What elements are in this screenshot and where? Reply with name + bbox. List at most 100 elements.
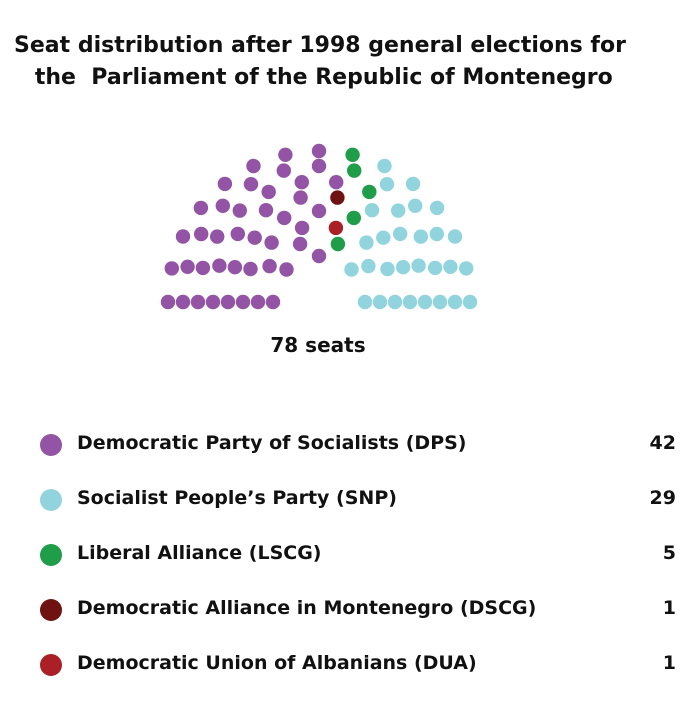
seat-dot bbox=[347, 163, 362, 178]
seat-dot bbox=[311, 158, 327, 174]
seat-dot bbox=[277, 210, 292, 226]
seat-dot bbox=[215, 198, 230, 213]
seat-dot bbox=[329, 175, 344, 190]
seat-dot bbox=[243, 177, 259, 192]
seat-dot bbox=[346, 210, 361, 226]
seat-dot bbox=[265, 294, 281, 310]
seat-dot bbox=[447, 294, 463, 310]
seat-dot bbox=[408, 198, 423, 213]
seat-dot bbox=[210, 229, 225, 244]
seat-dot bbox=[362, 184, 377, 200]
legend-label: Socialist People’s Party (SNP) bbox=[77, 487, 397, 509]
seat-dot bbox=[243, 261, 258, 277]
seat-dot bbox=[379, 177, 395, 192]
seat-dot bbox=[427, 260, 443, 276]
seat-dot bbox=[180, 259, 195, 274]
seat-dot bbox=[232, 203, 247, 218]
seat-dot bbox=[391, 203, 406, 218]
seat-dot bbox=[193, 200, 209, 216]
seat-dot bbox=[160, 294, 176, 310]
seat-dot bbox=[264, 235, 279, 250]
legend-seat-count: 42 bbox=[649, 432, 676, 454]
legend-color-swatch bbox=[40, 654, 62, 676]
seat-dot bbox=[376, 230, 391, 245]
seat-dot bbox=[330, 236, 346, 252]
seat-dot bbox=[276, 163, 291, 178]
seat-dot bbox=[432, 294, 448, 310]
seat-dot bbox=[344, 262, 359, 277]
seat-dot bbox=[164, 261, 179, 276]
chart-title-line-1: Seat distribution after 1998 general ele… bbox=[14, 33, 626, 58]
legend-label: Democratic Union of Albanians (DUA) bbox=[77, 652, 477, 674]
legend-item: Liberal Alliance (LSCG) 5 bbox=[40, 535, 676, 590]
seat-dot bbox=[387, 294, 403, 310]
seat-dot bbox=[294, 220, 310, 236]
legend-item: Democratic Union of Albanians (DUA) 1 bbox=[40, 645, 676, 700]
seat-dot bbox=[429, 226, 444, 242]
legend-color-swatch bbox=[40, 489, 62, 511]
seat-dot bbox=[330, 190, 345, 205]
legend-label: Liberal Alliance (LSCG) bbox=[77, 542, 322, 564]
seat-dot bbox=[364, 203, 380, 218]
seat-dot bbox=[411, 258, 426, 273]
seat-dot bbox=[361, 258, 376, 274]
chart-title-line-2: the Parliament of the Republic of Monten… bbox=[27, 65, 613, 90]
legend-label: Democratic Party of Socialists (DPS) bbox=[77, 432, 467, 454]
seat-dot bbox=[230, 226, 245, 242]
seat-dot bbox=[194, 226, 209, 242]
seat-dot bbox=[377, 158, 392, 174]
seat-dot bbox=[262, 258, 277, 274]
seat-dot bbox=[311, 143, 327, 159]
legend-seat-count: 1 bbox=[662, 597, 676, 619]
seat-dot bbox=[413, 229, 428, 244]
legend-item: Democratic Alliance in Montenegro (DSCG)… bbox=[40, 590, 676, 645]
seat-dot bbox=[279, 262, 294, 277]
seat-dot bbox=[175, 229, 191, 244]
seat-dot bbox=[372, 294, 388, 310]
seat-dot bbox=[220, 294, 236, 310]
seat-dot bbox=[402, 294, 418, 310]
legend-label: Democratic Alliance in Montenegro (DSCG) bbox=[77, 597, 537, 619]
seat-dot bbox=[328, 220, 344, 236]
legend: Democratic Party of Socialists (DPS) 42 So… bbox=[40, 425, 676, 700]
seat-dot bbox=[217, 176, 233, 192]
legend-seat-count: 5 bbox=[662, 542, 676, 564]
seat-dot bbox=[294, 175, 309, 190]
seat-dot bbox=[417, 294, 433, 310]
seat-dot bbox=[175, 294, 191, 310]
seat-dot bbox=[443, 259, 458, 274]
seat-dot bbox=[278, 147, 293, 162]
seat-dot bbox=[293, 190, 308, 205]
parliament-chart bbox=[160, 143, 478, 310]
seat-dot bbox=[380, 261, 395, 277]
seat-dot bbox=[250, 294, 266, 310]
total-seats-label: 78 seats bbox=[270, 333, 366, 357]
seat-dot bbox=[212, 258, 227, 273]
seat-dot bbox=[195, 260, 211, 276]
seat-dot bbox=[357, 294, 373, 310]
seat-dot bbox=[393, 226, 408, 242]
seat-dot bbox=[459, 261, 474, 276]
seat-dot bbox=[227, 260, 243, 275]
legend-color-swatch bbox=[40, 599, 62, 621]
seat-dot bbox=[311, 248, 327, 264]
seat-dot bbox=[405, 176, 421, 192]
seat-dot bbox=[258, 203, 274, 218]
seat-dot bbox=[292, 236, 308, 252]
seat-dot bbox=[447, 229, 463, 244]
seat-dot bbox=[190, 294, 206, 310]
legend-seat-count: 1 bbox=[662, 652, 676, 674]
chart-title: Seat distribution after 1998 general ele… bbox=[0, 30, 640, 94]
seat-dot bbox=[261, 184, 276, 200]
seat-dot bbox=[246, 158, 261, 174]
seat-dot bbox=[247, 230, 262, 245]
seat-dot bbox=[462, 294, 478, 310]
legend-color-swatch bbox=[40, 544, 62, 566]
legend-item: Democratic Party of Socialists (DPS) 42 bbox=[40, 425, 676, 480]
seat-dot bbox=[235, 294, 251, 310]
seat-dot bbox=[205, 294, 221, 310]
legend-seat-count: 29 bbox=[649, 487, 676, 509]
seat-dot bbox=[359, 235, 374, 250]
legend-item: Socialist People’s Party (SNP) 29 bbox=[40, 480, 676, 535]
seat-dot bbox=[311, 203, 327, 219]
